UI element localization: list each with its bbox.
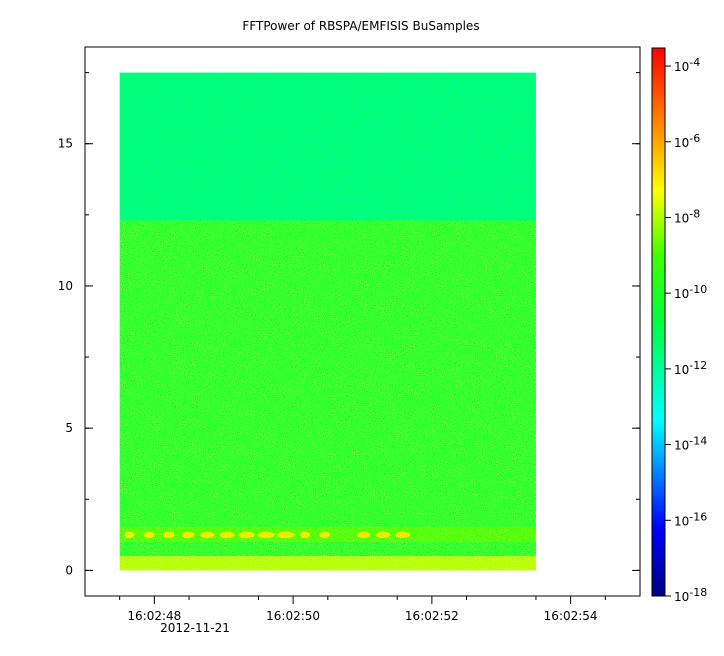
feature-blob	[181, 531, 195, 539]
feature-blob	[376, 531, 391, 539]
feature-blob	[276, 531, 295, 539]
y-tick-label: 10	[58, 279, 73, 293]
colorbar-tick-label: 10-4	[674, 56, 700, 74]
feature-blob	[219, 531, 235, 539]
spectrogram-band-texture-3	[119, 541, 536, 557]
feature-blob	[143, 531, 155, 539]
x-tick-label: 16:02:54	[544, 609, 598, 623]
colorbar-tick-label: 10-14	[674, 435, 707, 453]
feature-blob	[357, 531, 371, 539]
feature-blob	[200, 531, 215, 539]
spectrogram-band-texture-1	[119, 220, 536, 528]
colorbar-tick-label: 10-6	[674, 132, 700, 150]
spectrogram-features	[124, 531, 411, 539]
x-axis-date-label: 2012-11-21	[160, 621, 230, 635]
x-tick-label: 16:02:52	[405, 609, 459, 623]
colorbar-tick-label: 10-8	[674, 207, 700, 225]
colorbar-tick-label: 10-12	[674, 359, 707, 377]
colorbar-ticks: 10-4 10-6 10-8 10-10 10-12 10-14 10-16 10-18	[665, 56, 707, 604]
x-tick-label: 16:02:50	[266, 609, 320, 623]
x-axis: 16:02:48 16:02:50 16:02:52 16:02:54	[119, 596, 606, 623]
x-tick-label: 16:02:48	[127, 609, 181, 623]
y-tick-label: 0	[65, 563, 73, 577]
y-axis: 0 5 10 15	[58, 72, 640, 577]
spectrogram-bands	[119, 72, 536, 571]
feature-blob	[319, 531, 331, 539]
y-tick-label: 5	[65, 421, 73, 435]
feature-blob	[300, 531, 311, 539]
colorbar	[651, 47, 666, 597]
spectrogram-band-texture-4	[119, 556, 536, 571]
feature-blob	[162, 531, 175, 539]
colorbar-tick-label: 10-18	[674, 586, 707, 604]
y-tick-label: 15	[58, 137, 73, 151]
colorbar-tick-label: 10-16	[674, 510, 707, 528]
feature-blob	[257, 531, 275, 539]
chart-title: FFTPower of RBSPA/EMFISIS BuSamples	[242, 19, 479, 33]
spectrogram-band-texture-0	[119, 72, 536, 221]
colorbar-tick-label: 10-10	[674, 283, 707, 301]
feature-blob	[395, 531, 411, 539]
feature-blob	[238, 531, 255, 539]
feature-blob	[124, 531, 135, 539]
